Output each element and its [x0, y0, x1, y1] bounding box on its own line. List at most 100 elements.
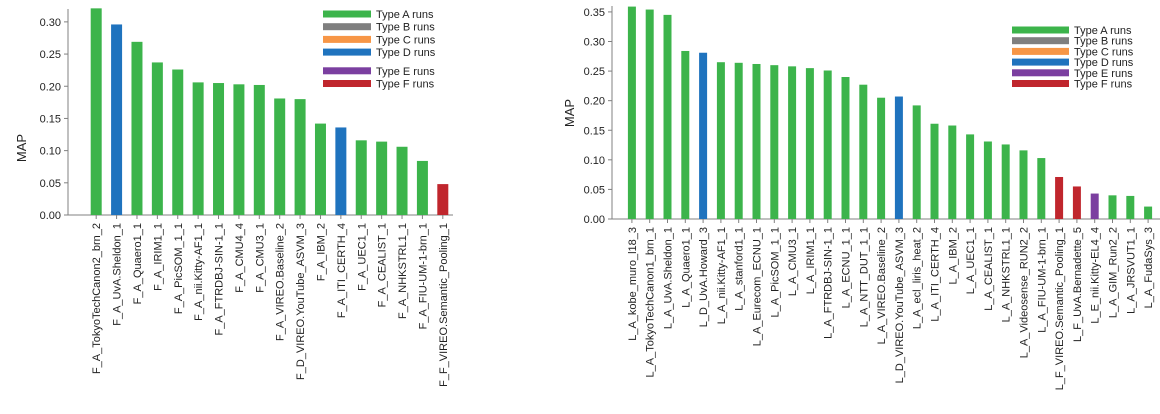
bar: [355, 140, 367, 215]
bar: [1055, 176, 1064, 219]
x-tick-label: L_D_UvA.Howard_3: [698, 227, 710, 327]
y-tick-label: 0.00: [40, 210, 61, 222]
bar: [1001, 144, 1010, 219]
legend-label: Type F runs: [376, 79, 435, 91]
bar: [681, 50, 690, 219]
x-tick-label: L_A_NTT_DUT_1_1: [858, 227, 870, 327]
y-tick-label: 0.10: [584, 155, 605, 167]
x-tick-label: F_A_UvA.Sheldon_1: [112, 223, 124, 326]
y-tick-label: 0.00: [584, 214, 605, 226]
x-tick-label: L_A_GIM_Run2_2: [1108, 227, 1120, 318]
bar: [376, 141, 388, 215]
x-tick-label: F_A_UEC1_1: [356, 223, 368, 291]
legend-label: Type B runs: [1074, 36, 1133, 48]
x-tick-label: L_A_Quaero1_1: [680, 227, 692, 308]
legend-label: Type C runs: [1074, 46, 1134, 58]
bar: [752, 63, 761, 219]
x-tick-label: F_D_VIREO.YouTube_ASVM_3: [295, 223, 307, 380]
legend-label: Type D runs: [376, 47, 436, 59]
bar: [770, 65, 779, 220]
bar: [912, 105, 921, 219]
x-tick-label: L_A_UvA.Sheldon_1: [663, 227, 675, 329]
bar: [1019, 150, 1028, 219]
legend-swatch: [1012, 69, 1069, 77]
bar: [1108, 195, 1117, 219]
x-tick-label: L_A_IRIM1_1: [805, 227, 817, 294]
bar: [859, 84, 868, 219]
bar: [1037, 158, 1046, 219]
bar: [131, 41, 143, 215]
x-tick-label: L_A_IBM_2: [947, 227, 959, 284]
bar: [788, 66, 797, 219]
y-tick-label: 0.30: [40, 17, 61, 29]
y-tick-label: 0.15: [40, 113, 61, 125]
x-tick-label: L_A_nii.Kitty-AF1_1: [716, 227, 728, 324]
y-tick-label: 0.25: [40, 49, 61, 61]
y-tick-label: 0.20: [584, 96, 605, 108]
legend-swatch: [323, 67, 371, 75]
x-tick-label: L_F_VIREO.Semantic_Pooling_1: [1054, 227, 1066, 390]
bar: [663, 14, 672, 219]
legend-swatch: [1012, 80, 1069, 87]
x-tick-label: L_A_UEC1_1: [965, 227, 977, 294]
x-tick-label: L_A_FIU-UM-1-brn_1: [1036, 227, 1048, 333]
y-tick-label: 0.05: [584, 184, 605, 196]
x-tick-label: F_A_ITI_CERTH_4: [336, 223, 348, 318]
bar: [930, 123, 939, 219]
y-axis-label: MAP: [14, 134, 29, 162]
bar: [1144, 206, 1153, 219]
bar: [1072, 186, 1081, 219]
legend-swatch: [1012, 58, 1069, 66]
legend-label: Type A runs: [376, 9, 434, 21]
legend-label: Type D runs: [1074, 57, 1134, 69]
y-tick-label: 0.30: [584, 37, 605, 49]
x-tick-label: L_A_ecl_liris_heat_2: [912, 227, 924, 329]
legend-swatch: [323, 80, 371, 87]
bar: [699, 52, 708, 219]
legend-swatch: [1012, 26, 1069, 34]
bar: [274, 98, 286, 215]
x-tick-label: L_A_kobe_muro_l18_3: [627, 227, 639, 341]
x-tick-label: F_A_TokyoTechCanon2_brn_2: [91, 223, 103, 374]
bar: [213, 83, 225, 215]
y-axis-label: MAP: [562, 99, 577, 127]
bar: [627, 6, 636, 220]
bar: [823, 70, 832, 219]
legend-label: Type F runs: [1074, 79, 1133, 91]
bar: [253, 84, 265, 216]
bar: [314, 123, 326, 215]
bar: [90, 8, 102, 216]
x-tick-label: F_A_FTRDBJ-SIN-1_1: [214, 223, 226, 335]
legend-swatch: [1012, 47, 1069, 55]
x-tick-label: F_A_FIU-UM-1-brn_1: [417, 223, 429, 329]
legend-label: Type C runs: [376, 34, 436, 46]
bar: [734, 62, 743, 219]
bar: [192, 82, 204, 215]
x-tick-label: F_A_CMU3_1: [254, 223, 266, 293]
bar: [841, 77, 850, 219]
x-tick-label: F_A_IRIM1_1: [152, 223, 164, 291]
x-tick-label: L_A_CEALIST_1: [983, 227, 995, 311]
legend-label: Type A runs: [1074, 25, 1132, 37]
legend-swatch: [1012, 37, 1069, 45]
bar: [948, 125, 957, 219]
x-tick-label: L_A_TokyoTechCanon1_brn_1: [645, 227, 657, 377]
x-tick-label: L_A_JRSVUT1_1: [1125, 227, 1137, 314]
bar: [716, 62, 725, 220]
x-tick-label: L_A_PicSOM_1_1: [769, 227, 781, 318]
bar: [1090, 193, 1099, 219]
x-tick-label: L_F_UvA.Bernadette_5: [1072, 227, 1084, 342]
bar: [111, 24, 123, 216]
legend-label: Type B runs: [376, 22, 435, 34]
legend-label: Type E runs: [376, 66, 435, 78]
x-tick-label: F_A_PicSOM_1_1: [173, 223, 185, 314]
bar: [966, 134, 975, 219]
x-tick-label: L_A_FTRDBJ-SIN-1_1: [823, 227, 835, 339]
right-chart: 0.00 0.05 0.10 0.15 0.20 0.25 0.30 0.35 MAP L_A_k…: [562, 6, 1160, 390]
x-tick-label: F_A_CEALIST_1: [377, 223, 389, 307]
legend-swatch: [323, 35, 371, 43]
y-tick-label: 0.05: [40, 178, 61, 190]
x-tick-label: L_A_Videosense_RUN2_2: [1019, 227, 1031, 358]
bar: [335, 127, 347, 215]
